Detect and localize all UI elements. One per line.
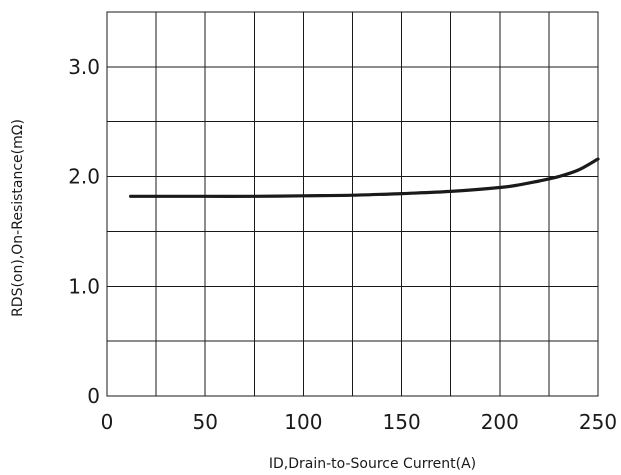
y-tick-label: 2.0 [68,165,100,189]
x-tick-label: 150 [383,410,421,434]
series-line-0 [129,157,600,198]
x-tick-label: 200 [481,410,519,434]
y-tick-label: 0 [87,384,100,408]
x-axis-label: ID,Drain-to-Source Current(A) [269,456,476,472]
y-axis-label: RDS(on),On-Resistance(mΩ) [10,119,26,317]
plot-frame [106,11,599,397]
y-tick-label: 1.0 [68,274,100,298]
x-tick-label: 0 [101,410,114,434]
grid [107,12,598,396]
y-tick-label: 3.0 [68,55,100,79]
tick-labels: 0 50 100 150 200 250 0 1.0 2.0 3.0 [68,55,617,434]
x-tick-label: 250 [579,410,617,434]
x-tick-label: 100 [284,410,322,434]
x-tick-label: 50 [192,410,217,434]
series-layer [129,157,600,198]
